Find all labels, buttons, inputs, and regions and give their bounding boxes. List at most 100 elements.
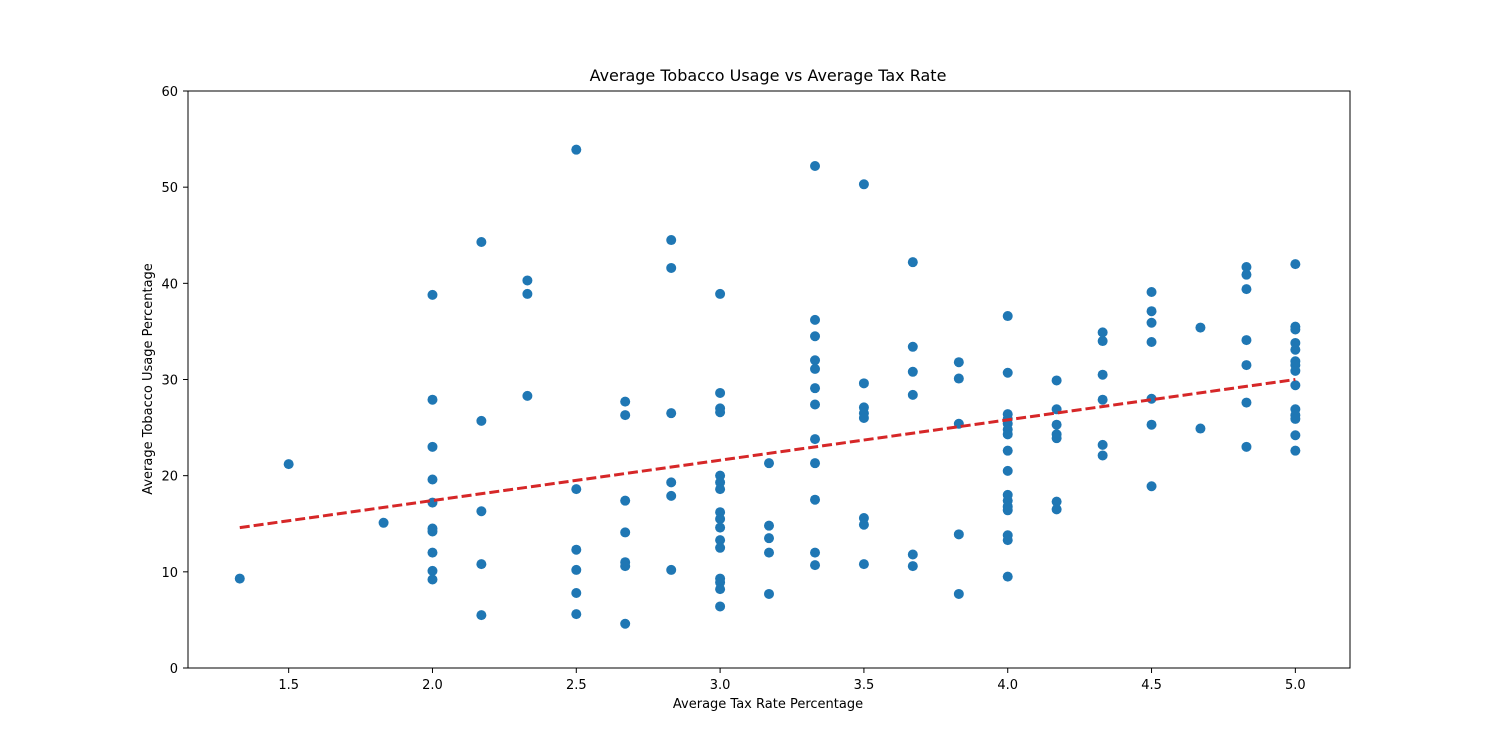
scatter-point bbox=[1146, 317, 1157, 328]
scatter-point bbox=[1241, 441, 1252, 452]
scatter-point bbox=[1290, 324, 1301, 335]
scatter-point bbox=[715, 522, 726, 533]
scatter-point bbox=[620, 561, 631, 572]
scatter-point bbox=[1146, 286, 1157, 297]
scatter-point bbox=[476, 610, 487, 621]
scatter-point bbox=[571, 544, 582, 555]
scatter-point bbox=[620, 410, 631, 421]
scatter-point bbox=[1097, 369, 1108, 380]
scatter-point bbox=[522, 275, 533, 286]
x-axis: 1.5 2.0 2.5 3.0 3.5 4.0 4.5 5.0 bbox=[278, 668, 1306, 693]
scatter-point bbox=[858, 179, 869, 190]
scatter-point bbox=[907, 257, 918, 268]
y-tick-label: 0 bbox=[170, 662, 178, 677]
scatter-point bbox=[378, 517, 389, 528]
scatter-point bbox=[1290, 430, 1301, 441]
y-axis-label: Average Tobacco Usage Percentage bbox=[141, 263, 156, 495]
y-tick-label: 10 bbox=[161, 566, 178, 581]
scatter-point bbox=[427, 441, 438, 452]
scatter-point bbox=[810, 161, 821, 172]
scatter-point bbox=[764, 458, 774, 469]
plot-area bbox=[234, 144, 1301, 629]
x-axis-label: Average Tax Rate Percentage bbox=[673, 697, 863, 712]
scatter-point bbox=[715, 387, 726, 398]
scatter-point bbox=[1241, 360, 1252, 371]
scatter-point bbox=[810, 363, 821, 374]
x-tick-label: 1.5 bbox=[278, 678, 299, 693]
scatter-point bbox=[1241, 269, 1252, 280]
scatter-point bbox=[522, 288, 533, 299]
scatter-point bbox=[1002, 535, 1013, 546]
scatter-point bbox=[620, 527, 631, 538]
scatter-point bbox=[1146, 306, 1157, 317]
scatter-point bbox=[810, 383, 821, 394]
scatter-point bbox=[571, 144, 582, 155]
x-tick-label: 2.5 bbox=[566, 678, 587, 693]
scatter-point bbox=[1097, 327, 1108, 338]
scatter-point bbox=[234, 573, 245, 584]
scatter-point bbox=[1241, 284, 1252, 295]
scatter-point bbox=[810, 314, 821, 325]
y-tick-label: 30 bbox=[161, 374, 178, 389]
scatter-point bbox=[1002, 505, 1013, 516]
scatter-point bbox=[858, 559, 869, 570]
scatter-point bbox=[810, 355, 821, 366]
scatter-point bbox=[427, 289, 438, 300]
scatter-point bbox=[953, 373, 964, 384]
scatter-point bbox=[810, 434, 821, 445]
chart-title: Average Tobacco Usage vs Average Tax Rat… bbox=[590, 66, 947, 85]
scatter-point bbox=[1195, 423, 1206, 434]
scatter-point bbox=[1146, 336, 1157, 347]
y-tick-label: 50 bbox=[161, 181, 178, 196]
scatter-point bbox=[1002, 571, 1013, 582]
scatter-point bbox=[1002, 311, 1013, 322]
scatter-point bbox=[810, 560, 821, 571]
scatter-point bbox=[715, 407, 726, 418]
x-tick-label: 4.0 bbox=[997, 678, 1018, 693]
scatter-point bbox=[810, 494, 821, 505]
scatter-point bbox=[715, 288, 726, 299]
x-tick-label: 2.0 bbox=[422, 678, 443, 693]
scatter-point bbox=[427, 574, 438, 585]
scatter-point bbox=[907, 341, 918, 352]
scatter-point bbox=[522, 390, 533, 401]
scatter-point bbox=[571, 484, 582, 495]
scatter-point bbox=[1195, 322, 1206, 333]
scatter-point bbox=[715, 584, 726, 595]
scatter-point bbox=[715, 601, 726, 612]
scatter-point bbox=[1002, 445, 1013, 456]
x-tick-label: 3.5 bbox=[854, 678, 875, 693]
scatter-point bbox=[1290, 380, 1301, 391]
scatter-point bbox=[1241, 261, 1252, 272]
scatter-point bbox=[620, 396, 631, 407]
scatter-point bbox=[427, 474, 438, 485]
scatter-point bbox=[1290, 445, 1301, 456]
scatter-point bbox=[907, 389, 918, 400]
y-tick-label: 20 bbox=[161, 470, 178, 485]
scatter-point bbox=[620, 495, 631, 506]
scatter-point bbox=[427, 547, 438, 558]
scatter-point bbox=[907, 366, 918, 377]
scatter-point bbox=[1290, 365, 1301, 376]
scatter-point bbox=[666, 262, 677, 273]
scatter-point bbox=[620, 618, 631, 629]
y-tick-label: 60 bbox=[161, 85, 178, 100]
scatter-point bbox=[476, 559, 487, 570]
scatter-point bbox=[715, 484, 726, 495]
trend-line bbox=[239, 378, 1296, 530]
scatter-point bbox=[666, 477, 677, 488]
scatter-point bbox=[666, 235, 677, 246]
scatter-point bbox=[571, 564, 582, 575]
scatter-point bbox=[1051, 433, 1062, 444]
scatter-point bbox=[666, 490, 677, 501]
scatter-point bbox=[571, 609, 582, 620]
scatter-point bbox=[571, 587, 582, 598]
scatter-point bbox=[953, 588, 964, 599]
scatter-point bbox=[1051, 504, 1062, 515]
scatter-point bbox=[1097, 450, 1108, 461]
scatter-point bbox=[1146, 419, 1157, 430]
scatter-point bbox=[1002, 367, 1013, 378]
scatter-point bbox=[427, 526, 438, 537]
scatter-point bbox=[810, 399, 821, 410]
scatter-point bbox=[1290, 413, 1301, 424]
